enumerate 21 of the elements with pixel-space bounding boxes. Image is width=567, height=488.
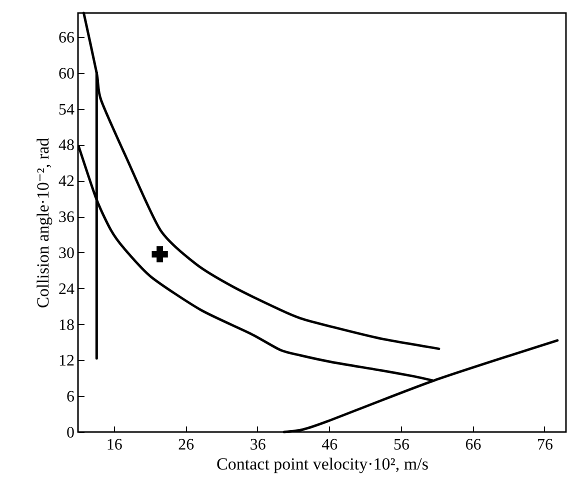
y-tick-label: 66 <box>58 29 74 46</box>
y-tick-label: 6 <box>66 388 74 406</box>
y-tick-label: 30 <box>58 244 74 262</box>
y-tick-label: 36 <box>58 209 74 226</box>
x-tick-label: 36 <box>250 436 266 454</box>
x-tick-label: 66 <box>465 436 482 454</box>
y-tick-label: 12 <box>58 352 74 370</box>
y-axis-title: Collision angle·10⁻², rad <box>34 137 52 308</box>
y-tick-label: 18 <box>58 316 74 334</box>
x-tick-label: 76 <box>536 436 553 454</box>
x-axis-title: Contact point velocity·10², m/s <box>216 454 428 474</box>
x-tick-label: 16 <box>106 436 122 454</box>
y-tick-label: 48 <box>58 137 74 154</box>
y-tick-label: 0 <box>66 424 74 442</box>
y-tick-label: 54 <box>58 101 74 118</box>
x-tick-label: 56 <box>393 436 410 454</box>
y-tick-label: 60 <box>58 65 74 82</box>
y-tick-label: 42 <box>58 173 74 190</box>
y-tick-label: 24 <box>58 280 74 298</box>
x-tick-label: 26 <box>178 436 194 454</box>
x-tick-label: 46 <box>322 436 338 454</box>
